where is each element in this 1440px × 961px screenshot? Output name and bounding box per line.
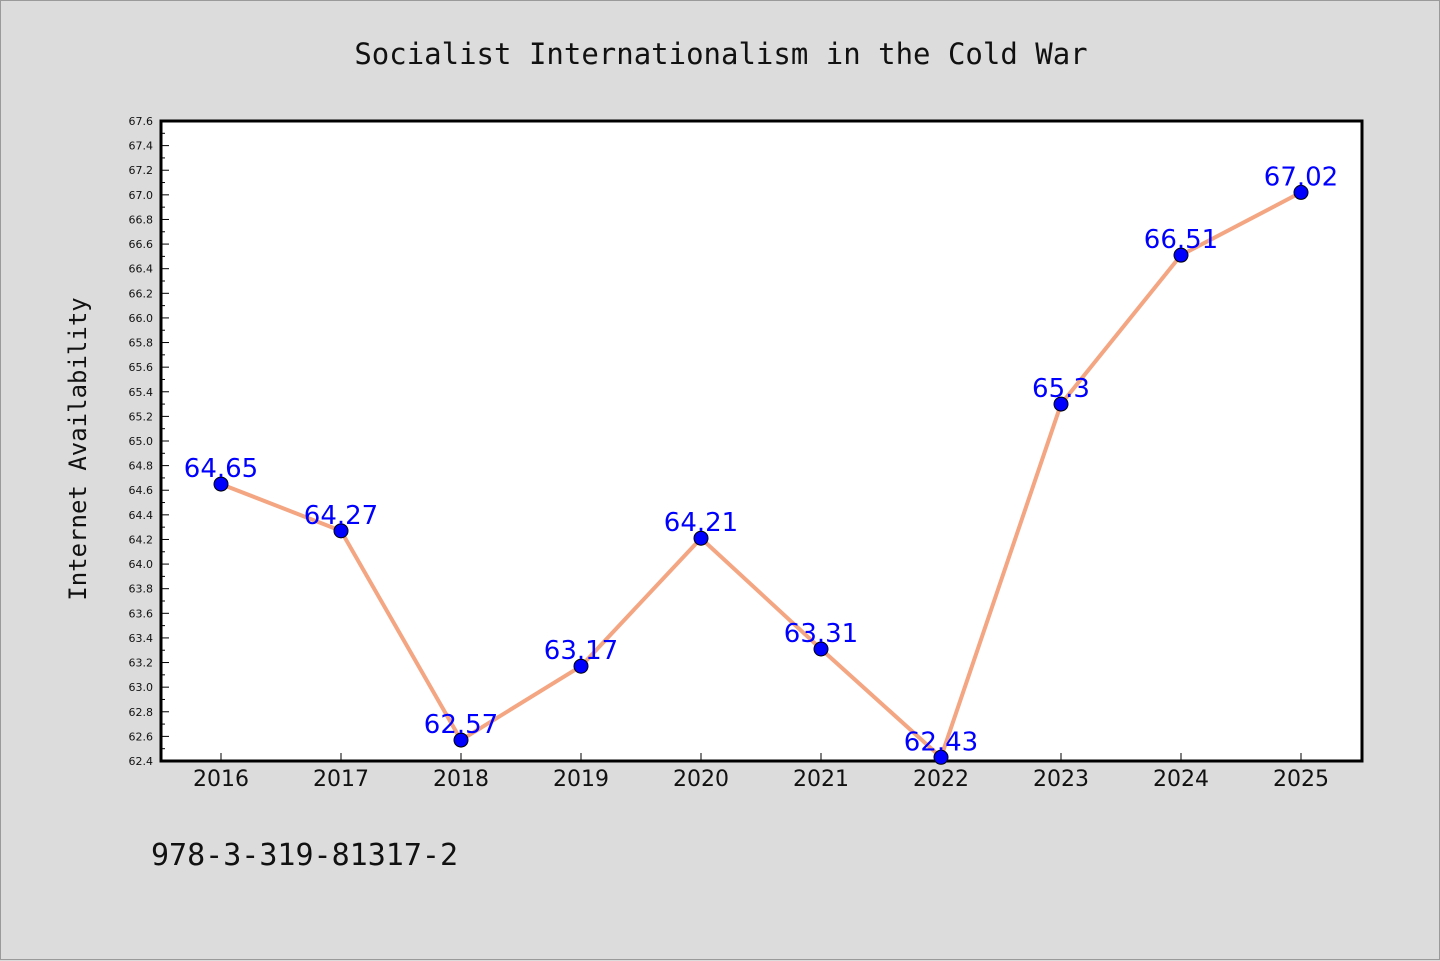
y-tick-label: 67.0 xyxy=(129,189,154,202)
x-tick-label: 2016 xyxy=(193,767,249,792)
data-point xyxy=(933,749,949,765)
data-series: 64.65 64.27 62.57 63.17 64.21 63.31 62.43 65.3 6… xyxy=(184,162,1338,765)
data-label: 66.51 xyxy=(1144,225,1218,255)
x-axis: 2016 2017 2018 2019 2020 2021 2022 2023 2024 2025 xyxy=(193,753,1329,792)
y-axis-label: Internet Availability xyxy=(64,297,92,600)
y-tick-label: 64.4 xyxy=(129,509,154,522)
data-label: 63.31 xyxy=(784,619,858,649)
data-point xyxy=(453,732,469,748)
y-tick-label: 67.2 xyxy=(129,164,154,177)
x-tick-label: 2025 xyxy=(1273,767,1329,792)
data-label: 64.27 xyxy=(304,501,378,531)
x-tick-label: 2023 xyxy=(1033,767,1089,792)
y-tick-label: 64.0 xyxy=(129,558,154,571)
chart-title: Socialist Internationalism in the Cold W… xyxy=(354,37,1087,71)
y-tick-label: 62.8 xyxy=(129,706,154,719)
data-point xyxy=(573,658,589,674)
y-tick-label: 65.0 xyxy=(129,435,154,448)
y-axis: 62.4 62.6 62.8 63.0 63.2 63.4 63.6 63.8 64.0 64.2… xyxy=(129,115,169,768)
y-tick-label: 65.4 xyxy=(129,386,154,399)
x-tick-label: 2024 xyxy=(1153,767,1209,792)
y-tick-label: 65.2 xyxy=(129,410,154,423)
y-tick-label: 64.8 xyxy=(129,460,154,473)
y-tick-label: 63.6 xyxy=(129,607,154,620)
x-tick-label: 2018 xyxy=(433,767,489,792)
y-tick-label: 67.4 xyxy=(129,140,154,153)
isbn-text: 978-3-319-81317-2 xyxy=(151,838,458,873)
data-point xyxy=(1173,247,1189,263)
data-label: 62.43 xyxy=(904,727,978,757)
y-tick-label: 66.0 xyxy=(129,312,154,325)
y-tick-label: 62.4 xyxy=(129,755,154,768)
y-tick-label: 63.8 xyxy=(129,583,154,596)
data-label: 67.02 xyxy=(1264,162,1338,192)
x-tick-label: 2022 xyxy=(913,767,969,792)
y-tick-label: 64.6 xyxy=(129,484,154,497)
data-label: 62.57 xyxy=(424,710,498,740)
data-label: 64.21 xyxy=(664,508,738,538)
data-point xyxy=(813,641,829,657)
x-tick-label: 2021 xyxy=(793,767,849,792)
y-tick-label: 65.8 xyxy=(129,337,154,350)
y-tick-label: 63.2 xyxy=(129,657,154,670)
y-tick-label: 65.6 xyxy=(129,361,154,374)
x-tick-label: 2017 xyxy=(313,767,369,792)
y-tick-label: 62.6 xyxy=(129,730,154,743)
x-tick-label: 2019 xyxy=(553,767,609,792)
data-point xyxy=(1053,396,1069,412)
y-tick-label: 63.0 xyxy=(129,681,154,694)
y-tick-label: 66.4 xyxy=(129,263,154,276)
data-label: 64.65 xyxy=(184,454,258,484)
y-tick-label: 64.2 xyxy=(129,533,154,546)
data-label: 63.17 xyxy=(544,636,618,666)
y-tick-label: 66.2 xyxy=(129,287,154,300)
y-tick-label: 66.6 xyxy=(129,238,154,251)
y-tick-label: 67.6 xyxy=(129,115,154,128)
series-line xyxy=(220,190,1302,760)
plot-area xyxy=(159,119,1364,763)
data-point xyxy=(693,530,709,546)
data-point xyxy=(213,476,229,492)
data-point xyxy=(1293,184,1309,200)
y-tick-label: 66.8 xyxy=(129,213,154,226)
x-tick-label: 2020 xyxy=(673,767,729,792)
y-tick-label: 63.4 xyxy=(129,632,154,645)
data-label: 65.3 xyxy=(1032,374,1090,404)
data-point xyxy=(333,523,349,539)
